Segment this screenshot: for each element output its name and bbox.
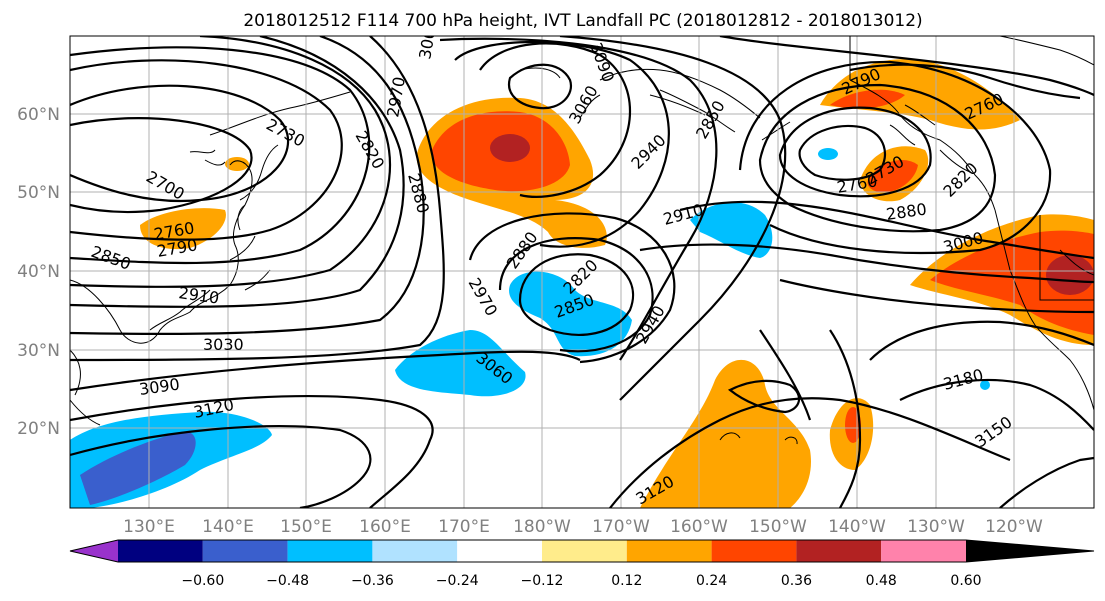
colorbar-tick-label: −0.60 — [181, 573, 224, 589]
colorbar-tick-label: 0.60 — [950, 573, 981, 589]
lon-label: 120°W — [985, 517, 1043, 537]
ivt-negative-shading — [70, 148, 990, 508]
height-contours — [70, 36, 1094, 508]
colorbar-segment — [542, 540, 627, 562]
colorbar-tick-label: −0.12 — [521, 573, 564, 589]
latitude-labels: 60°N 50°N 40°N 30°N 20°N — [17, 105, 60, 439]
colorbar-segment — [711, 540, 797, 562]
figure-title: 2018012512 F114 700 hPa height, IVT Land… — [243, 11, 922, 31]
lon-label: 150°W — [749, 517, 807, 537]
colorbar-segment — [457, 540, 542, 562]
lat-label: 60°N — [17, 105, 60, 125]
map-panel: 2700 2730 2760 2790 2850 2910 3030 3090 … — [69, 35, 1095, 509]
lon-label: 130°E — [123, 517, 175, 537]
colorbar-segment — [202, 540, 288, 562]
colorbar-outline — [69, 539, 1095, 563]
colorbar-tick-label: 0.24 — [696, 573, 727, 589]
colorbar: −0.60 −0.48 −0.36 −0.24 −0.12 0.12 0.24 … — [69, 539, 1095, 589]
longitude-labels: 130°E 140°E 150°E 160°E 170°E 180°W 170°… — [123, 517, 1043, 537]
lon-label: 170°W — [592, 517, 650, 537]
lon-label: 150°E — [280, 517, 332, 537]
colorbar-ticks: −0.60 −0.48 −0.36 −0.24 −0.12 0.12 0.24 … — [181, 573, 981, 589]
coastlines — [70, 36, 1094, 445]
lon-label: 160°E — [359, 517, 411, 537]
colorbar-segment — [796, 540, 882, 562]
colorbar-segment — [287, 540, 373, 562]
colorbar-segment — [118, 540, 203, 562]
colorbar-segment — [881, 540, 966, 562]
colorbar-tick-label: 0.12 — [611, 573, 642, 589]
colorbar-segment — [626, 540, 712, 562]
colorbar-extend-high — [966, 540, 1094, 562]
lon-label: 170°E — [438, 517, 490, 537]
colorbar-segment — [372, 540, 458, 562]
lon-label: 140°W — [828, 517, 886, 537]
colorbar-tick-label: −0.24 — [436, 573, 479, 589]
lat-label: 40°N — [17, 262, 60, 282]
map-frame — [69, 35, 1095, 509]
contour-label: 3030 — [203, 335, 244, 354]
colorbar-tick-label: −0.48 — [266, 573, 309, 589]
colorbar-tick-label: −0.36 — [351, 573, 394, 589]
colorbar-tick-label: 0.36 — [781, 573, 812, 589]
lat-label: 20°N — [17, 419, 60, 439]
lon-label: 130°W — [907, 517, 965, 537]
lon-label: 180°W — [513, 517, 571, 537]
lon-label: 160°W — [670, 517, 728, 537]
lat-label: 50°N — [17, 183, 60, 203]
lat-label: 30°N — [17, 341, 60, 361]
colorbar-extend-low — [70, 540, 118, 562]
lon-label: 140°E — [202, 517, 254, 537]
colorbar-tick-label: 0.48 — [866, 573, 897, 589]
